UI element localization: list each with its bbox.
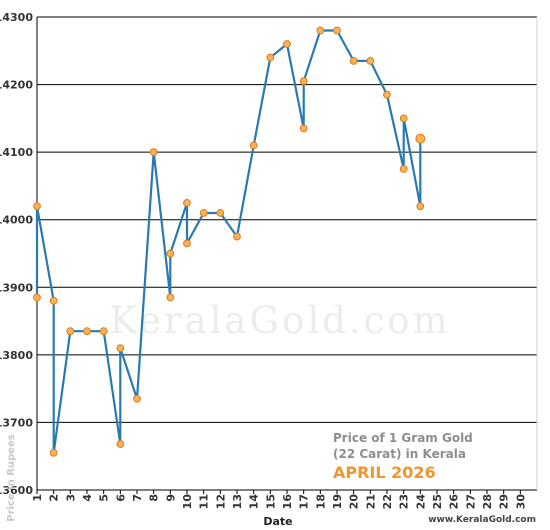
x-tick-label: 13 [231,494,244,509]
x-tick-label: 8 [148,494,161,502]
data-point [33,293,41,302]
data-point [49,448,58,457]
data-point [283,40,291,48]
x-tick-label: 30 [514,494,527,510]
x-tick-label: 2 [48,494,61,502]
x-tick-label: 18 [314,494,327,509]
data-point [116,344,125,353]
x-tick-label: 12 [214,494,227,509]
x-tick-label: 5 [98,494,111,502]
y-axis-ticks: 13600 13700 13800 13900 14000 14100 14200 14300 [0,11,33,497]
x-tick-label: 7 [131,494,144,502]
x-tick-label: 9 [164,494,177,502]
x-tick-label: 11 [198,494,211,509]
data-point [166,249,175,258]
note-line-2: (22 Carat) in Kerala [333,447,466,461]
data-point [149,148,158,157]
price-series [35,29,422,454]
data-point [83,327,91,336]
x-tick-label: 15 [264,494,277,509]
x-tick-label: 27 [464,494,477,509]
x-tick-label: 10 [181,494,194,510]
x-tick-label: 16 [281,494,294,510]
y-tick-label: 13800 [0,349,33,362]
x-tick-label: 3 [64,494,77,502]
data-point [166,293,175,302]
data-point [116,440,125,448]
y-tick-label: 13600 [0,484,33,497]
data-point [266,53,275,62]
y-tick-label: 14000 [0,214,33,227]
x-axis-ticks: 1 2 3 4 5 6 7 8 9 10 11 12 13 14 15 16 17 18 19 20 21 22 23 24 2… [31,490,527,509]
data-point [49,296,58,305]
x-tick-label: 24 [414,494,427,510]
data-point [33,202,41,211]
x-tick-label: 29 [498,494,511,509]
x-tick-label: 19 [331,494,344,509]
data-point [299,124,308,133]
data-point [199,209,208,217]
x-tick-label: 25 [431,494,444,509]
x-tick-label: 1 [31,494,44,502]
x-tick-label: 21 [364,494,377,509]
month-label: APRIL 2026 [333,463,436,482]
data-point [316,26,325,35]
data-point [99,327,108,336]
note-line-1: Price of 1 Gram Gold [333,431,473,445]
data-point [415,133,426,144]
y-tick-label: 13700 [0,416,33,429]
data-point [299,77,308,86]
y-tick-label: 13900 [0,281,33,294]
data-point [133,394,141,403]
data-point [183,239,191,248]
data-point [333,26,341,35]
data-point [233,232,241,241]
price-markers [33,26,426,457]
x-tick-label: 28 [481,494,494,509]
grid-lines [37,16,537,423]
plot-axes [36,17,538,491]
x-tick-label: 26 [448,494,461,510]
y-tick-label: 14300 [0,11,33,24]
data-point [66,327,75,336]
data-point [366,57,375,65]
price-line [35,29,422,454]
data-point [383,90,391,99]
data-point [349,57,358,65]
x-tick-label: 22 [381,494,394,509]
data-point [183,198,191,207]
y-tick-label: 14200 [0,79,33,92]
website-label: www.KeralaGold.com [428,515,536,525]
x-tick-label: 6 [114,494,127,502]
data-point [216,209,225,217]
data-point [399,165,408,173]
y-axis-label: Price in Rupees [6,434,17,521]
x-tick-label: 4 [81,494,94,502]
x-tick-label: 14 [248,494,261,510]
data-point [249,141,258,150]
y-tick-label: 14100 [0,146,33,159]
data-point [399,114,408,123]
x-axis-label: Date [263,515,292,528]
data-point [416,202,425,211]
x-tick-label: 20 [348,494,361,510]
x-tick-label: 23 [398,494,411,509]
x-tick-label: 17 [298,494,311,509]
watermark: KeralaGold.com [109,299,450,342]
